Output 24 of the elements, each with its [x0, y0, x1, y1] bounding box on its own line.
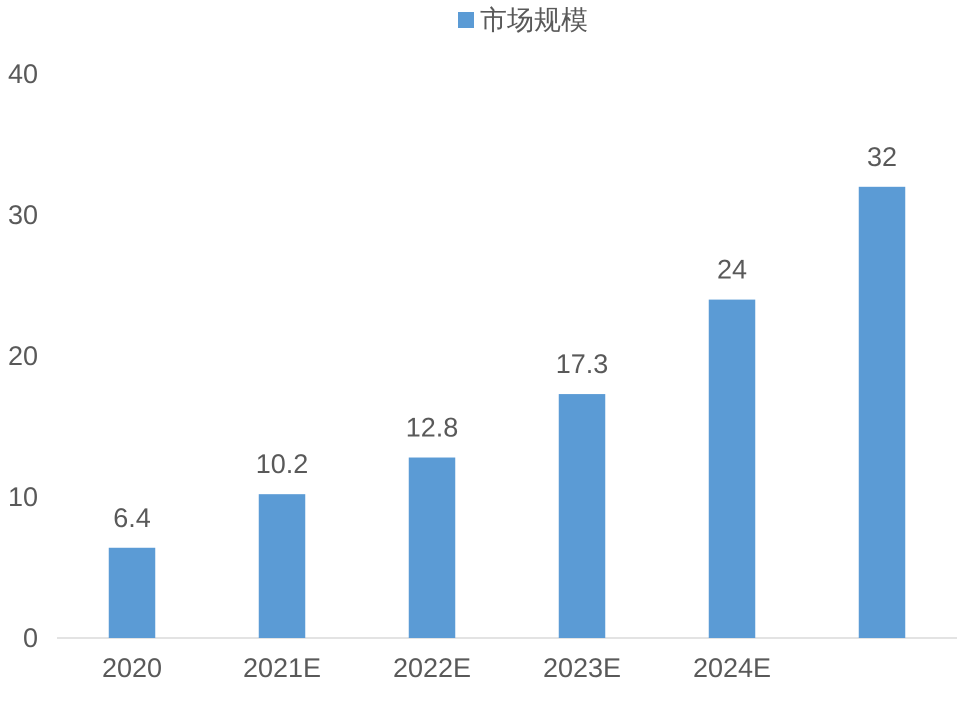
y-tick-label: 30: [8, 200, 38, 230]
legend-label: 市场规模: [480, 5, 588, 35]
bar: [558, 394, 606, 638]
x-tick-label: 2024E: [692, 653, 772, 683]
data-label: 24: [716, 254, 748, 285]
x-tick-label: 2020: [102, 653, 162, 683]
bar: [258, 494, 306, 638]
y-tick-label: 40: [8, 59, 38, 89]
data-label: 12.8: [406, 412, 458, 443]
bar: [408, 458, 456, 638]
y-tick-label: 10: [8, 482, 38, 512]
data-label: 32: [866, 142, 898, 172]
data-label: 10.2: [256, 449, 308, 480]
y-tick-label: 0: [22, 623, 38, 653]
data-label: 6.4: [113, 502, 151, 533]
x-tick-label: 2022E: [392, 653, 472, 683]
y-tick-label: 20: [8, 341, 38, 371]
x-tick-label: 2023E: [542, 653, 622, 683]
市场规模: 6.4 10.2 12.8 17.3 24 32: [108, 142, 906, 638]
x-tick-label: 2021E: [242, 653, 322, 683]
bar: [108, 548, 156, 638]
data-label: 17.3: [556, 349, 608, 380]
bar: [858, 186, 906, 638]
bar: [708, 300, 756, 638]
